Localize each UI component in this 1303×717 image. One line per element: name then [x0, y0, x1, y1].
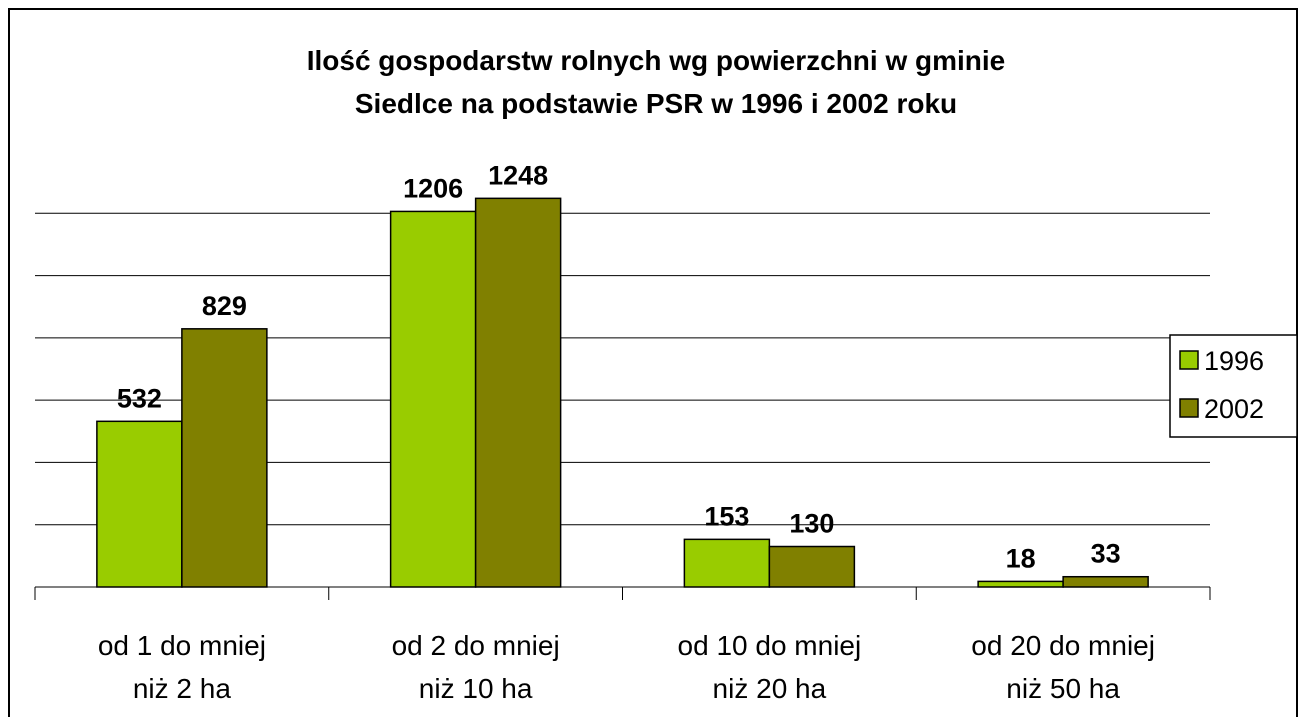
bar [96, 420, 183, 588]
data-label: 130 [789, 509, 834, 539]
legend-label: 2002 [1204, 394, 1264, 424]
data-label: 153 [704, 501, 749, 531]
bar [1062, 575, 1149, 588]
x-tick-label: od 1 do mniej niż 2 ha [98, 630, 266, 704]
x-tick-label: od 2 do mniej niż 10 ha [392, 630, 560, 704]
bar [181, 328, 268, 588]
data-label: 532 [117, 383, 162, 413]
data-label: 33 [1091, 539, 1121, 569]
bar [389, 210, 477, 588]
bar [768, 545, 856, 588]
data-label: 1248 [488, 160, 548, 190]
data-label: 829 [202, 291, 247, 321]
data-label: 1206 [403, 173, 463, 203]
legend-swatch [1179, 398, 1199, 418]
x-tick-label: od 10 do mniej niż 20 ha [678, 630, 862, 704]
bar [474, 197, 562, 588]
legend-swatch [1179, 350, 1199, 370]
legend-label: 1996 [1204, 346, 1264, 376]
x-tick-label: od 20 do mniej niż 50 ha [971, 630, 1155, 704]
chart-title: Ilość gospodarstw rolnych wg powierzchni… [307, 45, 1006, 119]
data-label: 18 [1006, 543, 1036, 573]
bar [977, 580, 1064, 588]
bar [683, 538, 771, 588]
